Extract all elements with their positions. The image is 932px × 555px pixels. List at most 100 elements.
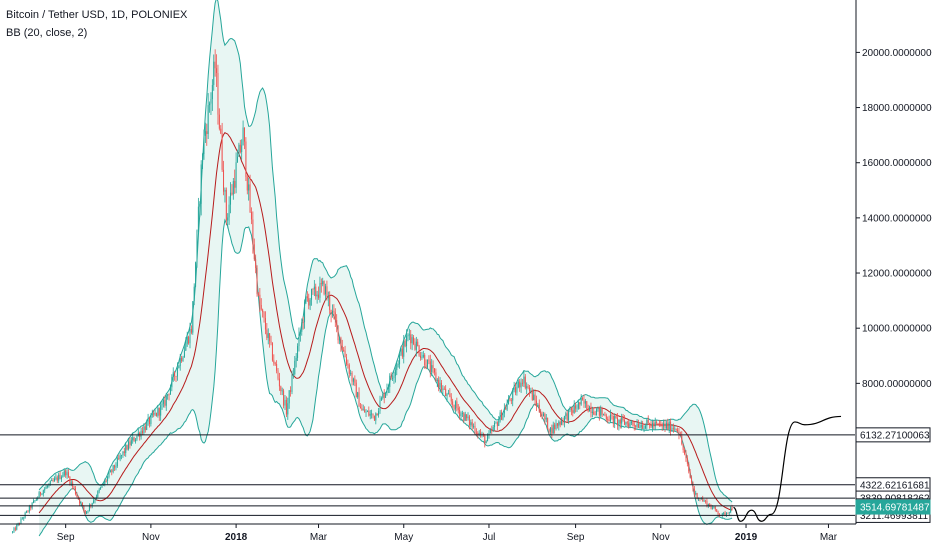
candle-body bbox=[223, 169, 225, 192]
candle-body bbox=[83, 505, 85, 511]
candle-body bbox=[312, 289, 314, 290]
candle-body bbox=[401, 348, 403, 357]
candle-body bbox=[319, 283, 321, 298]
candle-body bbox=[696, 492, 698, 499]
candle-body bbox=[473, 426, 475, 427]
candle-body bbox=[151, 413, 153, 416]
band-fill bbox=[39, 0, 733, 536]
candle-body bbox=[218, 114, 220, 129]
candle-body bbox=[361, 408, 363, 411]
candle-body bbox=[111, 470, 113, 472]
candle-body bbox=[202, 154, 204, 165]
candle-body bbox=[406, 336, 408, 347]
candle-body bbox=[618, 419, 620, 426]
candle-body bbox=[629, 422, 631, 427]
candle-body bbox=[237, 156, 238, 163]
candle-body bbox=[260, 305, 262, 310]
candle-body bbox=[305, 296, 307, 302]
candle-body bbox=[481, 433, 483, 435]
candles bbox=[12, 49, 733, 534]
candle-body bbox=[204, 131, 206, 136]
candle-body bbox=[589, 406, 591, 412]
candle-body bbox=[330, 309, 332, 315]
candle-body bbox=[716, 509, 718, 512]
candle-body bbox=[88, 505, 90, 511]
candle-body bbox=[125, 445, 127, 454]
candle-body bbox=[241, 145, 243, 153]
candle-body bbox=[390, 375, 392, 379]
candle-body bbox=[665, 423, 667, 429]
candle-body bbox=[682, 443, 684, 450]
candle-body bbox=[542, 413, 544, 417]
candle-body bbox=[531, 390, 533, 400]
candle-body bbox=[114, 465, 116, 468]
candle-body bbox=[340, 337, 342, 346]
candle-body bbox=[28, 506, 30, 512]
candle-body bbox=[62, 475, 64, 477]
candle-body bbox=[380, 397, 382, 401]
candle-body bbox=[40, 492, 42, 495]
candle-body bbox=[400, 348, 402, 355]
x-tick-label: Nov bbox=[652, 532, 670, 543]
candle-body bbox=[376, 413, 378, 416]
candle-body bbox=[442, 388, 444, 390]
candle-body bbox=[245, 141, 247, 177]
candle-body bbox=[176, 367, 178, 377]
candle-body bbox=[354, 378, 356, 383]
y-tick-label: 8000.00000000 bbox=[862, 379, 932, 390]
candle-body bbox=[713, 506, 715, 508]
candle-body bbox=[168, 394, 170, 396]
candle-body bbox=[292, 374, 294, 376]
candle-body bbox=[540, 411, 542, 417]
candle-body bbox=[210, 99, 212, 104]
candle-body bbox=[672, 428, 674, 430]
candle-body bbox=[646, 419, 648, 426]
candle-body bbox=[535, 400, 537, 407]
candle-body bbox=[628, 423, 630, 427]
candle-body bbox=[663, 423, 665, 427]
candle-body bbox=[12, 531, 14, 533]
candle-body bbox=[547, 417, 549, 430]
candle-body bbox=[69, 476, 71, 484]
candle-body bbox=[664, 423, 666, 429]
candle-body bbox=[327, 296, 329, 299]
candle-body bbox=[147, 417, 149, 422]
candle-body bbox=[414, 343, 416, 350]
candle-body bbox=[74, 488, 76, 495]
symbol-title[interactable]: Bitcoin / Tether USD, 1D, POLONIEX bbox=[6, 9, 188, 21]
candle-body bbox=[533, 394, 535, 400]
candle-body bbox=[668, 421, 670, 430]
candle-body bbox=[576, 408, 578, 410]
candle-body bbox=[492, 427, 494, 432]
candle-body bbox=[263, 312, 265, 319]
candle-body bbox=[654, 422, 656, 427]
candle-body bbox=[698, 498, 700, 500]
candle-body bbox=[709, 503, 711, 507]
candle-body bbox=[555, 423, 557, 430]
candle-body bbox=[295, 357, 297, 361]
candle-body bbox=[714, 506, 716, 510]
candle-body bbox=[220, 128, 222, 134]
candle-body bbox=[685, 453, 687, 458]
candle-body bbox=[146, 421, 148, 430]
candle-body bbox=[105, 480, 107, 482]
candle-body bbox=[421, 357, 423, 358]
candle-body bbox=[436, 379, 438, 382]
candle-body bbox=[600, 409, 602, 416]
candle-body bbox=[338, 337, 340, 341]
candle-body bbox=[315, 286, 317, 297]
candle-body bbox=[491, 430, 493, 432]
candle-body bbox=[34, 500, 36, 502]
candle-body bbox=[239, 144, 241, 153]
candle-body bbox=[192, 301, 194, 333]
price-tags: 6132.271000634322.621616813839.908182623… bbox=[855, 427, 931, 523]
candle-body bbox=[271, 343, 273, 361]
candle-body bbox=[477, 433, 479, 435]
candle-body bbox=[369, 413, 371, 416]
candle-body bbox=[503, 408, 505, 414]
candle-body bbox=[562, 420, 564, 423]
indicator-label[interactable]: BB (20, close, 2) bbox=[6, 27, 88, 39]
candle-body bbox=[337, 325, 339, 341]
